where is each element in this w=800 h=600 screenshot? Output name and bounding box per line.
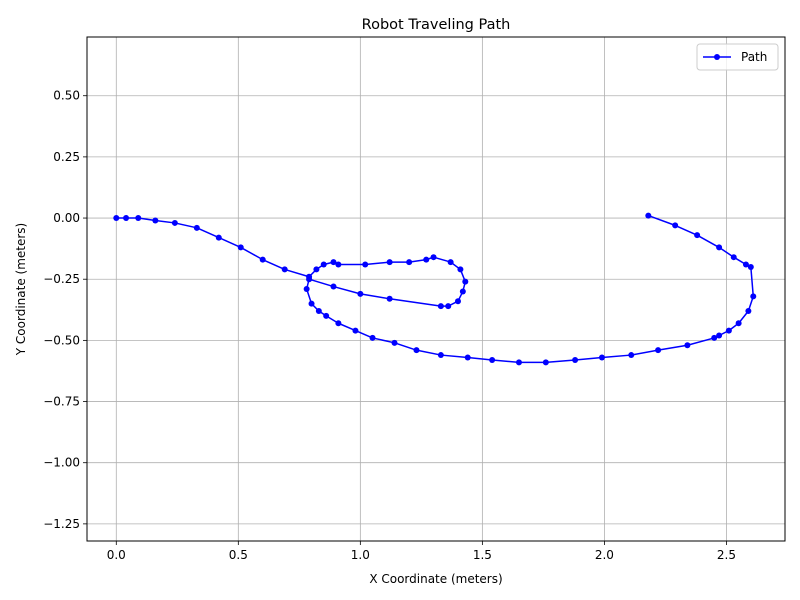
data-point bbox=[711, 334, 718, 341]
data-point bbox=[215, 234, 222, 241]
data-point bbox=[391, 339, 398, 346]
data-point bbox=[386, 295, 393, 302]
data-point bbox=[628, 352, 635, 359]
x-tick-label: 0.5 bbox=[229, 548, 248, 562]
data-point bbox=[747, 263, 754, 270]
data-point bbox=[369, 334, 376, 341]
grid bbox=[87, 37, 785, 541]
data-point bbox=[464, 354, 471, 361]
data-point bbox=[362, 261, 369, 268]
data-point bbox=[725, 327, 732, 334]
data-point bbox=[193, 224, 200, 231]
legend-box bbox=[696, 43, 779, 71]
data-point bbox=[320, 261, 327, 268]
data-point bbox=[237, 244, 244, 251]
x-tick-label: 0.0 bbox=[107, 548, 126, 562]
data-point bbox=[542, 359, 549, 366]
data-point bbox=[454, 298, 461, 305]
y-tick-label: −0.75 bbox=[43, 395, 80, 409]
data-point bbox=[447, 259, 454, 266]
y-axis-label: Y Coordinate (meters) bbox=[14, 223, 28, 356]
x-tick-label: 2.5 bbox=[717, 548, 736, 562]
data-point bbox=[330, 283, 337, 290]
data-point bbox=[437, 352, 444, 359]
y-tick-label: −0.25 bbox=[43, 272, 80, 286]
x-tick-label: 1.5 bbox=[473, 548, 492, 562]
chart-title: Robot Traveling Path bbox=[362, 17, 511, 33]
data-point bbox=[645, 212, 652, 219]
data-point bbox=[171, 219, 178, 226]
data-point bbox=[313, 266, 320, 273]
data-point bbox=[445, 303, 452, 310]
data-point bbox=[352, 327, 359, 334]
data-point bbox=[335, 261, 342, 268]
data-point bbox=[315, 308, 322, 315]
data-point bbox=[303, 286, 310, 292]
data-point bbox=[694, 232, 701, 239]
data-point bbox=[716, 332, 723, 339]
legend-marker bbox=[714, 54, 720, 60]
data-point bbox=[459, 288, 466, 295]
legend-label-path: Path bbox=[741, 50, 767, 64]
data-point bbox=[386, 259, 393, 266]
data-point bbox=[330, 259, 337, 266]
plot-frame bbox=[86, 36, 786, 542]
data-point bbox=[716, 244, 723, 251]
data-point bbox=[735, 320, 742, 327]
data-point bbox=[745, 308, 752, 315]
data-point bbox=[259, 256, 266, 263]
data-point bbox=[323, 312, 330, 319]
data-point bbox=[308, 300, 315, 307]
data-point bbox=[423, 256, 430, 263]
data-point bbox=[437, 303, 444, 310]
data-point bbox=[457, 266, 464, 273]
data-point bbox=[684, 342, 691, 349]
x-axis-label: X Coordinate (meters) bbox=[369, 572, 502, 586]
data-point bbox=[655, 347, 662, 354]
data-point bbox=[730, 254, 737, 261]
data-point bbox=[123, 215, 130, 222]
data-point bbox=[672, 222, 679, 229]
y-tick-label: 0.00 bbox=[53, 211, 80, 225]
data-point bbox=[413, 347, 420, 354]
data-point bbox=[572, 356, 579, 363]
data-point bbox=[152, 217, 159, 224]
data-point bbox=[750, 293, 757, 300]
data-point bbox=[489, 356, 496, 363]
y-tick-label: 0.25 bbox=[53, 150, 80, 164]
data-point bbox=[515, 359, 522, 366]
x-axis: 0.0 0.5 1.0 1.5 2.0 2.5 bbox=[107, 541, 736, 562]
data-point bbox=[335, 320, 342, 327]
x-tick-label: 2.0 bbox=[595, 548, 614, 562]
y-tick-label: −1.25 bbox=[43, 517, 80, 531]
data-point bbox=[113, 215, 120, 222]
data-point bbox=[598, 354, 605, 361]
data-point bbox=[462, 278, 469, 285]
data-point bbox=[281, 266, 288, 273]
data-point bbox=[135, 215, 142, 222]
data-point bbox=[742, 261, 749, 268]
y-tick-label: 0.50 bbox=[53, 89, 80, 103]
y-tick-label: −1.00 bbox=[43, 456, 80, 470]
data-point bbox=[306, 276, 313, 283]
y-axis: 0.50 0.25 0.00 −0.25 −0.50 −0.75 −1.00 −1.25 bbox=[43, 89, 87, 531]
legend: Path bbox=[696, 43, 779, 71]
data-point bbox=[357, 290, 364, 297]
series-path bbox=[113, 212, 757, 366]
y-tick-label: −0.50 bbox=[43, 333, 80, 347]
data-point bbox=[430, 254, 437, 261]
data-point bbox=[406, 259, 413, 266]
x-tick-label: 1.0 bbox=[351, 548, 370, 562]
